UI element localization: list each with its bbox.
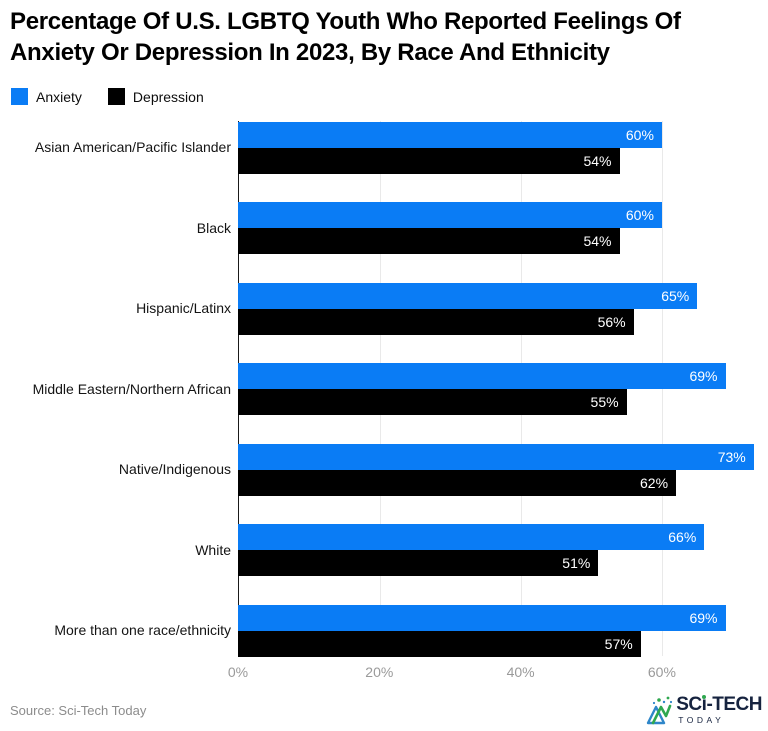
value-label: 54%: [583, 152, 612, 169]
bar-anxiety: 73%: [238, 443, 754, 470]
legend-item-anxiety: Anxiety: [11, 88, 82, 105]
bar-group: Asian American/Pacific Islander 60% 54%: [0, 113, 758, 194]
depression-swatch-icon: [107, 88, 125, 105]
category-label: More than one race/ethnicity: [54, 622, 231, 638]
bar-anxiety: 60%: [238, 202, 662, 228]
scitech-today-logo: SCi-TECH TODAY: [644, 694, 762, 726]
legend: Anxiety Depression: [11, 88, 204, 105]
value-label: 66%: [668, 529, 697, 545]
bar-depression: 56%: [238, 308, 634, 335]
logo-wordmark: SCi-TECH: [676, 694, 762, 715]
bar-pair: 69% 57%: [238, 596, 758, 677]
category-label: Middle Eastern/Northern African: [32, 380, 231, 397]
value-label: 55%: [590, 394, 619, 410]
category-label: White: [195, 541, 231, 558]
value-label: 60%: [625, 207, 654, 223]
bar-depression: 54%: [238, 147, 620, 174]
bar-anxiety: 60%: [238, 121, 662, 148]
bar-depression: 54%: [238, 228, 620, 254]
x-tick-label: 0%: [227, 664, 249, 680]
bar-pair: 73% 62%: [238, 435, 758, 516]
bar-pair: 60% 54%: [238, 194, 758, 275]
bar-group: Middle Eastern/Northern African 69% 55%: [0, 355, 758, 436]
value-label: 62%: [640, 474, 669, 491]
category-label: Hispanic/Latinx: [136, 300, 231, 316]
category-label: Native/Indigenous: [118, 461, 231, 477]
legend-item-depression: Depression: [107, 88, 204, 105]
logo-subtext: TODAY: [678, 715, 725, 725]
value-label: 60%: [625, 126, 654, 143]
x-tick-label: 20%: [365, 664, 394, 680]
bar-pair: 66% 51%: [238, 516, 758, 597]
bar-group: White 66% 51%: [0, 516, 758, 597]
value-label: 54%: [583, 233, 612, 249]
anxiety-swatch-icon: [11, 88, 28, 105]
x-tick-label: 40%: [506, 664, 535, 680]
bar-chart: Asian American/Pacific Islander 60% 54% Bla…: [0, 113, 758, 680]
value-label: 65%: [661, 287, 690, 304]
chart-rows: Asian American/Pacific Islander 60% 54% Bla…: [0, 113, 758, 677]
value-label: 69%: [689, 609, 718, 626]
bar-depression: 51%: [238, 550, 599, 576]
bar-pair: 69% 55%: [238, 355, 758, 436]
category-label: Asian American/Pacific Islander: [34, 139, 231, 155]
x-axis-ticks: 0% 20% 40% 60%: [228, 664, 758, 684]
value-label: 51%: [562, 555, 591, 571]
bar-anxiety: 66%: [238, 524, 705, 550]
bar-anxiety: 69%: [238, 363, 726, 389]
bar-group: Hispanic/Latinx 65% 56%: [0, 274, 758, 355]
value-label: 73%: [717, 448, 746, 465]
bar-pair: 65% 56%: [238, 274, 758, 355]
bar-depression: 57%: [238, 630, 641, 657]
source-attribution: Source: Sci-Tech Today: [10, 703, 147, 718]
chart-title: Percentage Of U.S. LGBTQ Youth Who Repor…: [10, 8, 681, 66]
bar-group: Native/Indigenous 73% 62%: [0, 435, 758, 516]
value-label: 69%: [689, 368, 718, 384]
bar-depression: 55%: [238, 389, 627, 415]
legend-label-depression: Depression: [132, 88, 204, 105]
legend-label-anxiety: Anxiety: [36, 88, 82, 105]
value-label: 57%: [604, 635, 633, 652]
bar-group: Black 60% 54%: [0, 194, 758, 275]
bar-depression: 62%: [238, 469, 677, 496]
bar-anxiety: 69%: [238, 604, 726, 631]
value-label: 56%: [597, 313, 626, 330]
bar-anxiety: 65%: [238, 282, 698, 309]
bar-group: More than one race/ethnicity 69% 57%: [0, 596, 758, 677]
x-tick-label: 60%: [647, 664, 676, 680]
category-label: Black: [196, 219, 231, 236]
scitech-logo-icon: [647, 696, 673, 725]
scitech-logo-text: SCi-TECH TODAY: [676, 695, 762, 725]
bar-pair: 60% 54%: [238, 113, 758, 194]
